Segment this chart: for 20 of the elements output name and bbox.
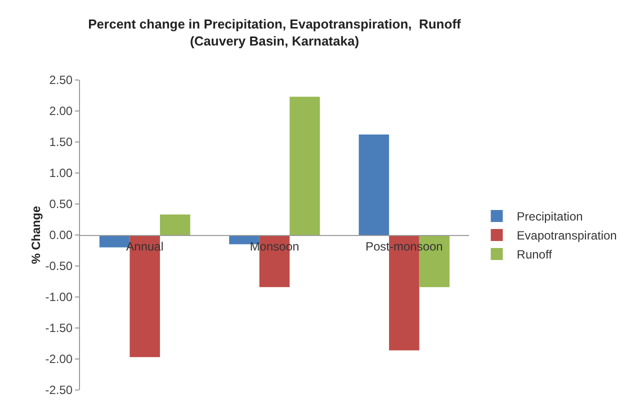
y-tick-label: -2.50 (45, 383, 73, 398)
y-tick-label: -1.50 (45, 321, 73, 336)
y-tick-label: 0.50 (49, 197, 73, 212)
y-tick-label: 2.50 (49, 73, 73, 88)
y-tick-label: 0.00 (49, 228, 73, 242)
bar (358, 134, 390, 235)
legend-label: Evapotranspiration (516, 228, 617, 243)
y-tick-label: -2.00 (45, 352, 73, 366)
bar (290, 96, 320, 235)
y-tick-label: 1.00 (49, 166, 73, 180)
chart-title: Percent change in Precipitation, Evapotranspiration, Runoff (Cauvery Basin, Karnataka) (88, 16, 462, 49)
legend-label: Precipitation (516, 210, 583, 224)
y-tick-label: -1.00 (45, 290, 73, 304)
bar (160, 214, 190, 235)
y-axis-title: % Change (29, 206, 44, 264)
y-tick-label: 1.50 (49, 135, 73, 150)
y-tick-label: 2.00 (49, 104, 73, 118)
legend-label: Runoff (516, 248, 553, 262)
x-tick-label: Post-monsoon (365, 239, 443, 254)
y-tick-label: -0.50 (45, 259, 73, 274)
